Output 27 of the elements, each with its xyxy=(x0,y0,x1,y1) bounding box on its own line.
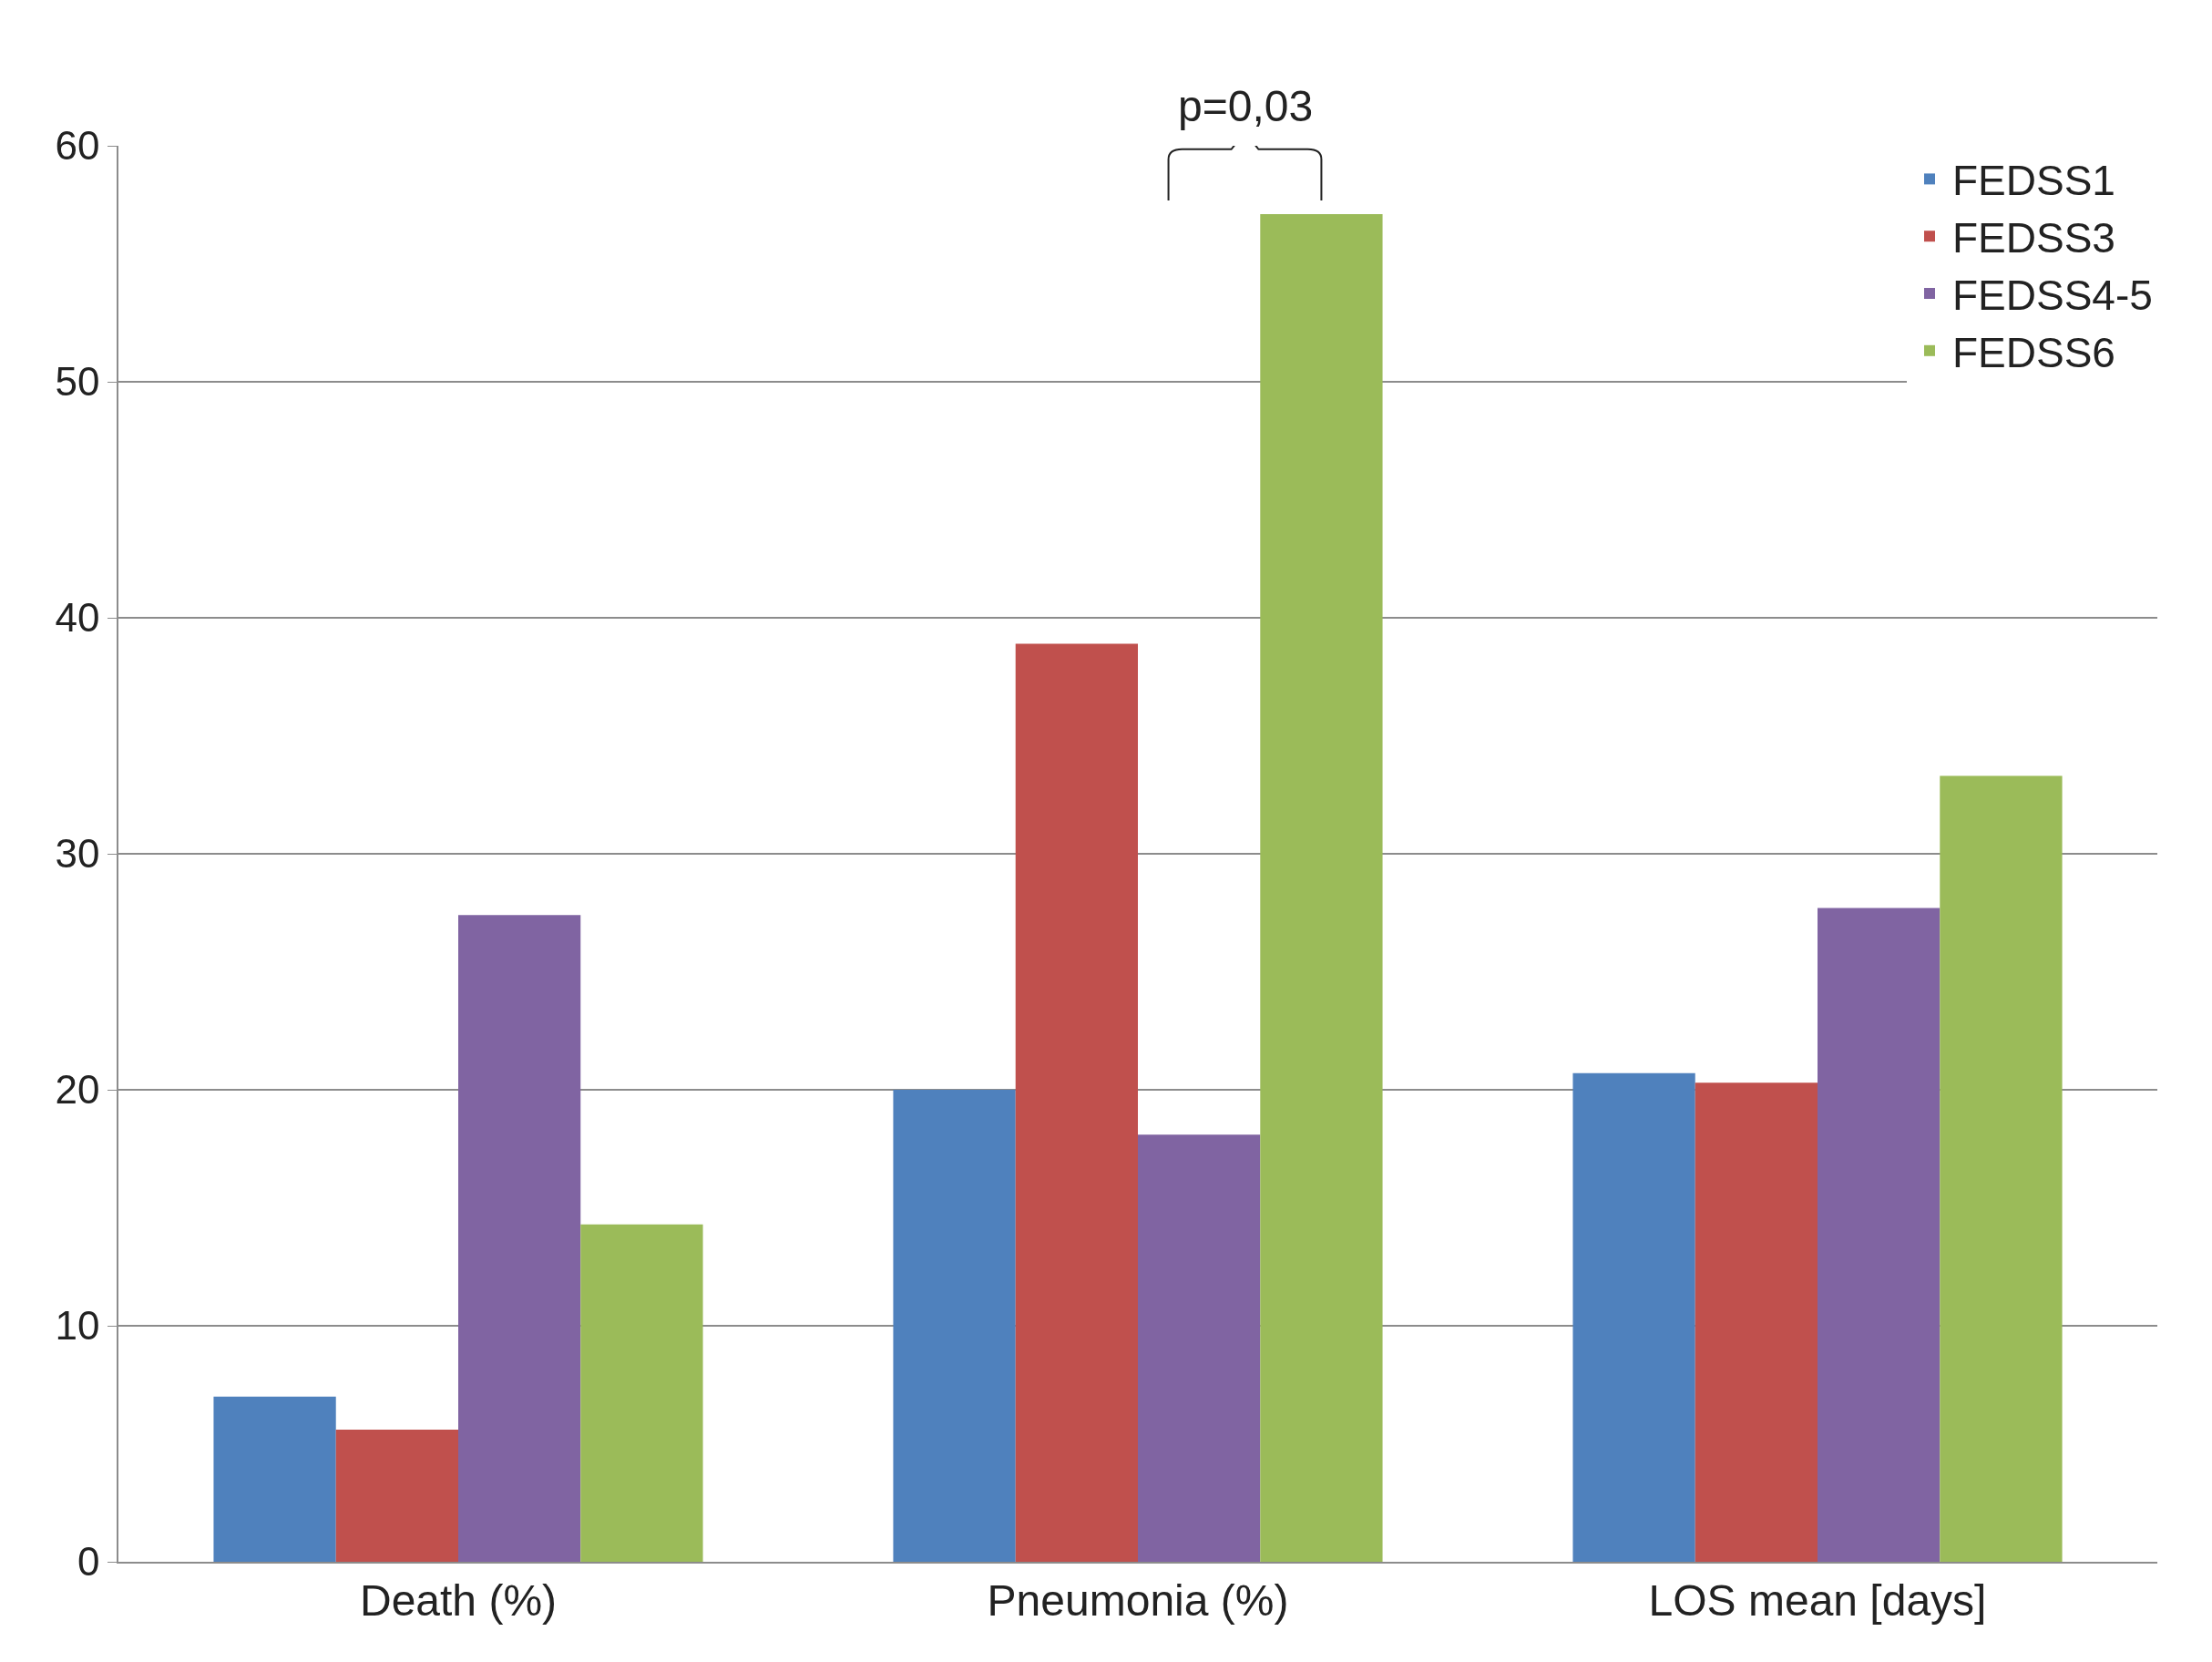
bar xyxy=(1695,1082,1818,1562)
text: p=0,03 xyxy=(1178,82,1314,130)
x-tick-label: LOS mean [days] xyxy=(1648,1576,1987,1626)
bar xyxy=(1572,1072,1695,1562)
bar xyxy=(1940,775,2063,1562)
bar xyxy=(458,915,581,1562)
bar xyxy=(335,1429,458,1562)
y-tick-label: 0 xyxy=(77,1539,100,1585)
bar xyxy=(893,1090,1016,1562)
bar xyxy=(580,1224,703,1562)
bar xyxy=(1260,214,1383,1562)
y-tick-label: 30 xyxy=(55,831,100,877)
y-tick-label: 10 xyxy=(55,1303,100,1349)
y-tick-label: 50 xyxy=(55,359,100,405)
bar xyxy=(1818,908,1941,1562)
legend-label: FEDSS4-5 xyxy=(1952,271,2153,319)
legend-label: FEDSS6 xyxy=(1952,328,2115,376)
x-tick-label: Pneumonia (%) xyxy=(987,1576,1289,1626)
y-tick-label: 40 xyxy=(55,595,100,641)
y-tick-label: 20 xyxy=(55,1067,100,1113)
y-tick-label: 60 xyxy=(55,123,100,169)
legend-label: FEDSS1 xyxy=(1952,157,2115,205)
x-tick-label: Death (%) xyxy=(359,1576,558,1626)
legend-label: FEDSS3 xyxy=(1952,214,2115,262)
bar xyxy=(213,1396,336,1562)
bar xyxy=(1138,1134,1261,1562)
bar xyxy=(1015,643,1138,1562)
